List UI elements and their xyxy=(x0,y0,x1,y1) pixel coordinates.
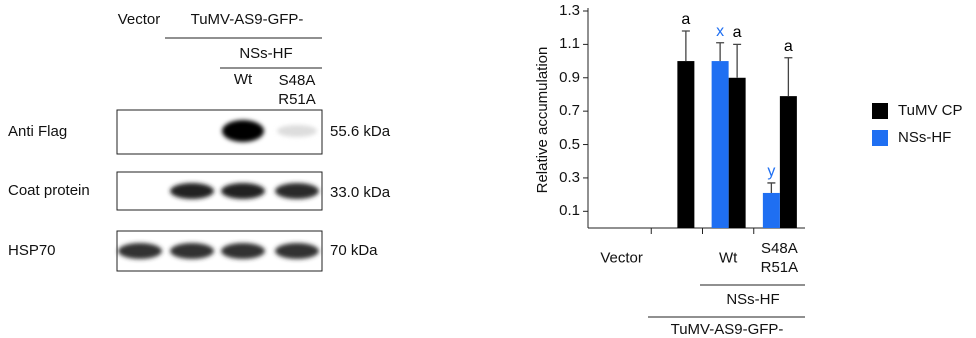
y-tick-label: 1.1 xyxy=(559,35,580,53)
y-tick-label: 0.5 xyxy=(559,136,580,154)
bar xyxy=(677,61,694,228)
row-label: Anti Flag xyxy=(8,123,67,141)
band xyxy=(118,243,162,259)
y-tick-label: 0.9 xyxy=(559,69,580,87)
row-label: Coat protein xyxy=(8,182,90,200)
group-label: NSs-HF xyxy=(726,291,779,309)
error-bar xyxy=(733,44,741,77)
lane-group-label: NSs-HF xyxy=(239,45,292,63)
band xyxy=(222,120,264,142)
x-tick-label: Vector xyxy=(600,249,643,268)
lane-label: Vector xyxy=(118,11,161,29)
x-tick-label: S48A R51A xyxy=(757,239,801,277)
band xyxy=(170,243,214,259)
group-label: TuMV-AS9-GFP- xyxy=(671,321,784,338)
lane-label: Wt xyxy=(234,71,252,89)
size-label: 55.6 kDa xyxy=(330,123,390,141)
lane-group-label: TuMV-AS9-GFP- xyxy=(191,11,304,29)
x-tick-label: Wt xyxy=(706,249,750,268)
lane-label: S48A R51A xyxy=(275,71,319,109)
bar xyxy=(729,78,746,228)
y-tick-label: 0.7 xyxy=(559,102,580,120)
size-label: 33.0 kDa xyxy=(330,184,390,202)
band xyxy=(170,183,214,199)
legend-swatch xyxy=(872,103,888,119)
significance-letter: y xyxy=(767,163,775,181)
band xyxy=(275,183,319,199)
size-label: 70 kDa xyxy=(330,242,378,260)
legend-label: TuMV CP xyxy=(898,102,962,120)
y-tick-label: 1.3 xyxy=(559,2,580,20)
legend-swatch xyxy=(872,130,888,146)
legend-label: NSs-HF xyxy=(898,129,951,147)
bar xyxy=(712,61,729,228)
band xyxy=(221,183,265,199)
significance-letter: a xyxy=(784,38,793,56)
error-bar xyxy=(682,31,690,61)
y-tick-label: 0.3 xyxy=(559,169,580,187)
band xyxy=(221,243,265,259)
significance-letter: a xyxy=(681,11,690,29)
figure-graphics xyxy=(0,0,976,338)
bar xyxy=(780,96,797,228)
y-tick-label: 0.1 xyxy=(559,202,580,220)
significance-letter: a xyxy=(733,24,742,42)
figure: Vector TuMV-AS9-GFP- NSs-HF Wt S48A R51A… xyxy=(0,0,976,338)
error-bar xyxy=(784,58,792,96)
error-bar xyxy=(767,183,775,193)
significance-letter: x xyxy=(716,23,724,41)
bar xyxy=(763,193,780,228)
error-bar xyxy=(716,43,724,61)
row-label: HSP70 xyxy=(8,242,56,260)
y-axis-title: Relative accumulation xyxy=(534,47,552,194)
band xyxy=(277,125,317,137)
band xyxy=(275,243,319,259)
